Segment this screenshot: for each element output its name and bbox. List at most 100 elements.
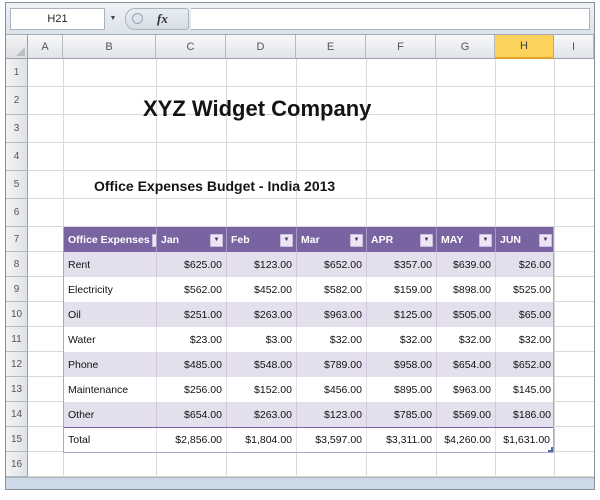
table-header-jan[interactable]: Jan ▼ <box>157 228 227 252</box>
table-cell[interactable]: $32.00 <box>518 333 551 346</box>
filter-dropdown-icon[interactable]: ▼ <box>420 233 433 247</box>
table-cell[interactable]: $654.00 <box>157 402 227 427</box>
column-header-G[interactable]: G <box>436 35 495 59</box>
column-header-A[interactable]: A <box>28 35 63 59</box>
filter-dropdown-icon[interactable]: ▼ <box>151 233 156 247</box>
table-cell[interactable]: $963.00 <box>437 377 496 402</box>
table-cell[interactable]: $357.00 <box>367 252 437 277</box>
table-cell[interactable]: $159.00 <box>367 277 437 302</box>
table-cell[interactable]: $625.00 <box>157 252 227 277</box>
name-box-dropdown-icon[interactable]: ▼ <box>109 15 117 22</box>
table-cell[interactable]: $456.00 <box>297 377 367 402</box>
table-cell[interactable]: Rent <box>64 252 157 277</box>
table-cell[interactable]: $123.00 <box>227 252 297 277</box>
row-header-3[interactable]: 3 <box>6 115 28 143</box>
row-header-1[interactable]: 1 <box>6 59 28 87</box>
table-cell[interactable]: $785.00 <box>367 402 437 427</box>
table-cell[interactable]: Water <box>64 327 157 352</box>
table-cell[interactable]: $2,856.00 <box>157 428 227 452</box>
table-cell[interactable]: $263.00 <box>227 302 297 327</box>
table-cell[interactable]: $652.00 <box>297 252 367 277</box>
table-cell[interactable]: Total <box>64 428 157 452</box>
table-header-office-expenses[interactable]: Office Expenses▼ <box>64 228 157 252</box>
filter-dropdown-icon[interactable]: ▼ <box>210 233 223 247</box>
table-cell[interactable]: $452.00 <box>227 277 297 302</box>
table-cell[interactable]: $569.00 <box>437 402 496 427</box>
table-cell[interactable]: $263.00 <box>227 402 297 427</box>
table-cell[interactable]: $152.00 <box>227 377 297 402</box>
table-cell[interactable]: $963.00 <box>297 302 367 327</box>
table-cell[interactable]: $145.00 <box>513 383 551 396</box>
table-cell[interactable]: $505.00 <box>437 302 496 327</box>
row-header-15[interactable]: 15 <box>6 427 28 452</box>
row-header-14[interactable]: 14 <box>6 402 28 427</box>
table-cell[interactable]: $32.00 <box>297 327 367 352</box>
row-header-6[interactable]: 6 <box>6 199 28 227</box>
table-cell[interactable]: $958.00 <box>367 352 437 377</box>
table-header-mar[interactable]: Mar ▼ <box>297 228 367 252</box>
column-header-I[interactable]: I <box>554 35 594 59</box>
select-all-corner[interactable] <box>6 35 28 59</box>
table-resize-handle[interactable] <box>548 447 553 452</box>
column-header-E[interactable]: E <box>296 35 366 59</box>
table-cell[interactable]: $548.00 <box>227 352 297 377</box>
table-cell[interactable]: $65.00 <box>518 308 551 321</box>
row-header-4[interactable]: 4 <box>6 143 28 171</box>
table-cell[interactable]: $3.00 <box>227 327 297 352</box>
table-cell[interactable]: $32.00 <box>367 327 437 352</box>
table-cell[interactable]: $789.00 <box>297 352 367 377</box>
table-cell[interactable]: $1,631.00 <box>496 428 555 452</box>
filter-dropdown-icon[interactable]: ▼ <box>280 233 293 247</box>
table-cell[interactable]: Oil <box>64 302 157 327</box>
row-header-16[interactable]: 16 <box>6 452 28 477</box>
insert-function-button[interactable]: fx <box>125 7 189 30</box>
filter-dropdown-icon[interactable]: ▼ <box>479 233 492 247</box>
table-cell[interactable]: Maintenance <box>64 377 157 402</box>
row-header-7[interactable]: 7 <box>6 227 28 252</box>
table-cell[interactable]: $3,311.00 <box>367 428 437 452</box>
table-cell[interactable]: $525.00 <box>513 283 551 296</box>
table-cell[interactable]: $256.00 <box>157 377 227 402</box>
column-header-C[interactable]: C <box>156 35 226 59</box>
row-header-11[interactable]: 11 <box>6 327 28 352</box>
table-cell[interactable]: Other <box>64 402 157 427</box>
table-cell[interactable]: Electricity <box>64 277 157 302</box>
column-header-D[interactable]: D <box>226 35 296 59</box>
row-header-8[interactable]: 8 <box>6 252 28 277</box>
table-cell[interactable]: $23.00 <box>157 327 227 352</box>
table-header-jun[interactable]: JUN ▼ <box>496 228 555 252</box>
column-header-B[interactable]: B <box>63 35 156 59</box>
table-cell[interactable]: $485.00 <box>157 352 227 377</box>
table-cell[interactable]: $123.00 <box>297 402 367 427</box>
table-cell[interactable]: $125.00 <box>367 302 437 327</box>
row-header-10[interactable]: 10 <box>6 302 28 327</box>
row-header-13[interactable]: 13 <box>6 377 28 402</box>
row-header-5[interactable]: 5 <box>6 171 28 199</box>
table-cell[interactable]: $32.00 <box>437 327 496 352</box>
table-header-apr[interactable]: APR ▼ <box>367 228 437 252</box>
table-cell[interactable]: $3,597.00 <box>297 428 367 452</box>
formula-input[interactable] <box>191 7 590 30</box>
table-cell[interactable]: $654.00 <box>437 352 496 377</box>
table-header-may[interactable]: MAY ▼ <box>437 228 496 252</box>
row-header-2[interactable]: 2 <box>6 87 28 115</box>
table-cell[interactable]: $562.00 <box>157 277 227 302</box>
column-header-F[interactable]: F <box>366 35 436 59</box>
table-cell[interactable]: $898.00 <box>437 277 496 302</box>
name-box[interactable]: H21 <box>10 7 105 30</box>
filter-dropdown-icon[interactable]: ▼ <box>539 233 552 247</box>
table-cell[interactable]: $4,260.00 <box>437 428 496 452</box>
row-header-9[interactable]: 9 <box>6 277 28 302</box>
table-cell[interactable]: $582.00 <box>297 277 367 302</box>
table-cell[interactable]: $26.00 <box>518 258 551 271</box>
table-cell[interactable]: $895.00 <box>367 377 437 402</box>
table-cell[interactable]: $652.00 <box>513 358 551 371</box>
row-header-12[interactable]: 12 <box>6 352 28 377</box>
sheet-cells[interactable]: XYZ Widget Company Office Expenses Budge… <box>28 59 594 477</box>
table-cell[interactable]: $186.00 <box>513 408 551 421</box>
filter-dropdown-icon[interactable]: ▼ <box>350 233 363 247</box>
column-header-H-selected[interactable]: H <box>495 35 554 59</box>
table-cell[interactable]: $639.00 <box>437 252 496 277</box>
table-cell[interactable]: $1,804.00 <box>227 428 297 452</box>
table-cell[interactable]: $251.00 <box>157 302 227 327</box>
